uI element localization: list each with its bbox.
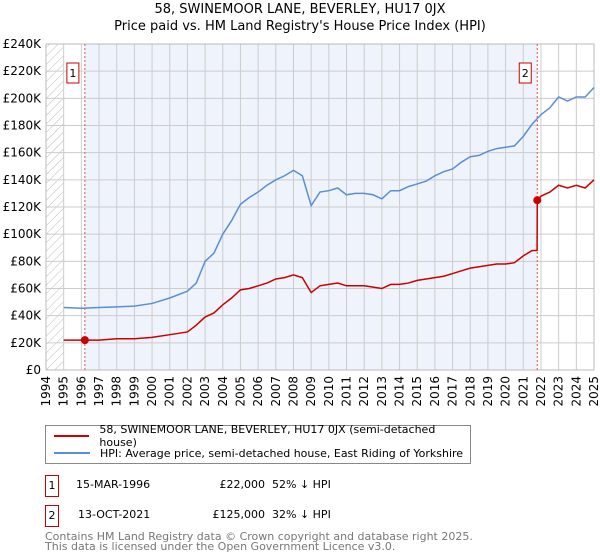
y-tick-label: £100K [3, 227, 43, 241]
price-chart: 1994 1995 1996 1997 1998 1999 2000 2001 2002 2003… [3, 37, 600, 407]
x-tick-label: 2025 [587, 376, 600, 407]
x-tick-label: 1998 [110, 376, 124, 407]
x-tick-label: 2019 [481, 376, 495, 407]
x-tick-label: 2000 [145, 376, 159, 407]
x-tick-label: 1996 [74, 376, 88, 407]
x-tick-label: 1997 [92, 376, 106, 407]
sale-point [533, 196, 542, 205]
sale-price: £125,000 [212, 508, 266, 521]
y-tick-label: £220K [3, 64, 43, 78]
x-tick-label: 2009 [304, 376, 318, 407]
price-paid-line [63, 179, 595, 341]
x-tick-label: 2023 [552, 376, 566, 407]
x-tick-label: 2013 [375, 376, 389, 407]
x-tick-label: 2007 [269, 376, 283, 407]
x-tick-label: 2012 [357, 376, 371, 407]
sale-annotation-box [66, 62, 80, 84]
x-tick-label: 2024 [569, 376, 583, 407]
legend-label: 58, SWINEMOOR LANE, BEVERLEY, HU17 0JX (… [99, 423, 436, 449]
x-tick-label: 2008 [286, 376, 300, 407]
x-tick-label: 2021 [516, 376, 530, 407]
x-tick-label: 1994 [39, 376, 53, 407]
legend-swatch-blue [54, 452, 90, 454]
legend: 58, SWINEMOOR LANE, BEVERLEY, HU17 0JX (… [45, 423, 471, 464]
y-tick-label: £180K [3, 119, 43, 133]
y-tick-label: £140K [3, 173, 43, 187]
footer-copyright: Contains HM Land Registry data © Crown c… [45, 530, 473, 543]
sale-badge: 1 [45, 475, 59, 497]
chart-title: 58, SWINEMOOR LANE, BEVERLEY, HU17 0JX [154, 2, 446, 17]
x-tick-label: 2011 [340, 376, 354, 407]
sale-date: 15-MAR-1996 [76, 478, 151, 491]
sale-annotation-label: 1 [69, 67, 76, 80]
chart-subtitle: Price paid vs. HM Land Registry's House … [114, 19, 486, 34]
sale-badge: 2 [45, 505, 59, 527]
x-tick-label: 2020 [499, 376, 513, 407]
footer-licence: This data is licensed under the Open Gov… [45, 540, 396, 553]
x-tick-label: 1995 [57, 376, 71, 407]
legend-item-hpi: HPI: Average price, semi-detached house,… [54, 446, 463, 460]
y-tick-label: £0 [26, 363, 41, 377]
legend-swatch-red [54, 435, 90, 437]
x-tick-label: 2005 [233, 376, 247, 407]
x-tick-label: 2004 [216, 376, 230, 407]
sale-hpi: 32% ↓ HPI [272, 508, 331, 521]
hpi-line [63, 86, 595, 309]
y-tick-label: £120K [3, 200, 43, 214]
x-tick-label: 2018 [463, 376, 477, 407]
sale-date: 13-OCT-2021 [78, 508, 151, 521]
sale-annotation-label: 2 [522, 67, 529, 80]
x-tick-label: 2014 [393, 376, 407, 407]
y-tick-label: £160K [3, 146, 43, 160]
sale-point [80, 336, 89, 345]
sale-hpi: 52% ↓ HPI [272, 478, 331, 491]
x-tick-label: 2002 [180, 376, 194, 407]
x-tick-label: 2001 [163, 376, 177, 407]
y-tick-label: £200K [3, 91, 43, 105]
x-tick-label: 2006 [251, 376, 265, 407]
x-tick-label: 1999 [127, 376, 141, 407]
legend-item-price: 58, SWINEMOOR LANE, BEVERLEY, HU17 0JX (… [54, 423, 470, 449]
y-tick-label: £60K [10, 282, 42, 296]
x-tick-label: 2015 [410, 376, 424, 407]
x-tick-label: 2022 [534, 376, 548, 407]
x-tick-label: 2016 [428, 376, 442, 407]
x-tick-label: 2017 [446, 376, 460, 407]
x-tick-label: 2010 [322, 376, 336, 407]
y-tick-label: £80K [10, 254, 42, 268]
plot-border [45, 43, 595, 371]
sale-price: £22,000 [219, 478, 266, 491]
y-tick-label: £40K [10, 309, 42, 323]
y-tick-label: £20K [10, 336, 42, 350]
sale-annotation-box [518, 62, 532, 84]
legend-label: HPI: Average price, semi-detached house,… [100, 446, 464, 460]
x-tick-label: 2003 [198, 376, 212, 407]
y-tick-label: £240K [3, 37, 43, 51]
